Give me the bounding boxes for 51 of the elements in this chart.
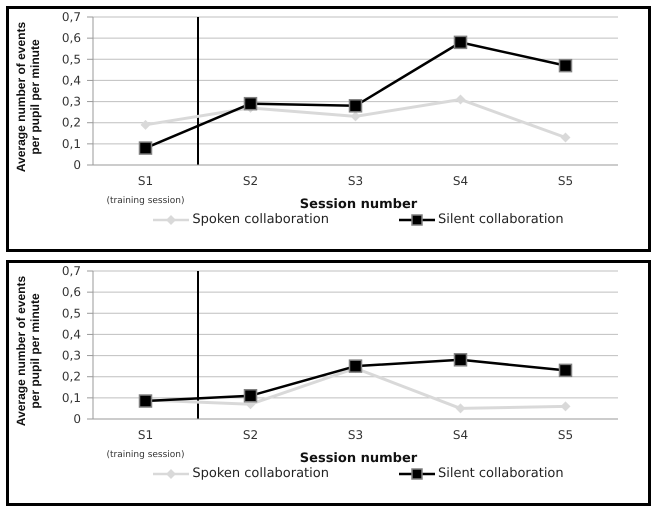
point bbox=[350, 111, 360, 122]
x-tick-label: S1 bbox=[138, 174, 154, 188]
text: (training session) bbox=[106, 196, 185, 206]
x-axis-title: Session number bbox=[300, 451, 418, 466]
point bbox=[456, 403, 466, 414]
y-tick-label: 0 bbox=[73, 158, 81, 172]
y-tick-label: 0,4 bbox=[62, 73, 81, 88]
x-tick-label: S5 bbox=[558, 174, 574, 188]
legend-label: Spoken collaboration bbox=[192, 466, 329, 481]
point bbox=[138, 141, 152, 155]
y-tick-label: 0,3 bbox=[62, 348, 81, 363]
point bbox=[454, 353, 468, 367]
y-tick-label: 0,6 bbox=[62, 31, 81, 46]
point bbox=[558, 364, 572, 378]
y-tick-label: 0,2 bbox=[62, 116, 81, 130]
y-tick-label: 0 bbox=[73, 412, 81, 426]
y-tick-label: 0,2 bbox=[62, 370, 81, 384]
point bbox=[138, 394, 152, 408]
point bbox=[456, 94, 466, 104]
y-tick-label: 0,7 bbox=[62, 264, 81, 278]
point bbox=[560, 132, 570, 143]
y-tick-label: 0,1 bbox=[62, 136, 81, 151]
y-tick-label: 0,5 bbox=[62, 306, 81, 320]
legend-label: Silent collaboration bbox=[438, 466, 564, 481]
x-tick-label: S3 bbox=[348, 428, 364, 442]
point bbox=[560, 401, 570, 412]
y-tick-label: 0,1 bbox=[62, 390, 81, 405]
point bbox=[348, 359, 362, 373]
point bbox=[244, 388, 258, 402]
y-tick-label: 0,6 bbox=[62, 285, 81, 300]
y-tick-label: 0,7 bbox=[62, 10, 81, 24]
y-axis-title: Average number of events per pupil per minute bbox=[14, 274, 42, 428]
x-tick-label: S4 bbox=[452, 428, 468, 442]
legend-label: Spoken collaboration bbox=[192, 212, 329, 227]
y-tick-label: 0,5 bbox=[62, 52, 81, 66]
x-tick-label: S4 bbox=[452, 174, 468, 188]
legend-label: Silent collaboration bbox=[438, 212, 564, 227]
point bbox=[348, 99, 362, 113]
y-tick-label: 0,4 bbox=[62, 327, 81, 342]
x-tick-label: S1 bbox=[138, 428, 154, 442]
y-axis-title: Average number of events per pupil per minute bbox=[14, 20, 42, 174]
x-tick-label: S2 bbox=[242, 428, 258, 442]
x-axis-title: Session number bbox=[300, 197, 418, 212]
y-tick-label: 0,3 bbox=[62, 94, 81, 109]
point bbox=[558, 58, 572, 72]
point bbox=[140, 120, 150, 130]
x-tick-label: S2 bbox=[242, 174, 258, 188]
point bbox=[454, 36, 468, 50]
x-tick-label: S3 bbox=[348, 174, 364, 188]
text: (training session) bbox=[106, 450, 185, 460]
x-tick-label: S5 bbox=[558, 428, 574, 442]
